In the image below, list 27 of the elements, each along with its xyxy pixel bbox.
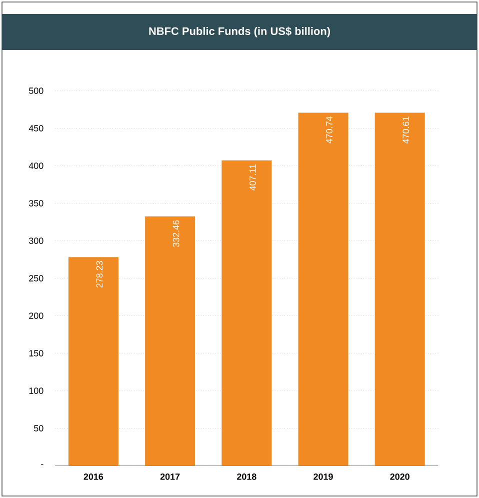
chart-title: NBFC Public Funds (in US$ billion) [149, 26, 330, 38]
bar [222, 160, 272, 466]
y-tick-label: 450 [28, 125, 44, 132]
y-tick-label: 500 [29, 88, 44, 94]
x-tick-label: 2018 [236, 474, 256, 480]
bar [145, 216, 196, 466]
data-label: 407.11 [249, 164, 256, 190]
data-label: 470.74 [326, 116, 332, 144]
data-label: 278.23 [96, 260, 103, 288]
x-tick-label: 2019 [314, 474, 333, 480]
y-tick-label: 50 [34, 425, 44, 432]
y-tick-label: 250 [29, 275, 44, 282]
bar [298, 112, 348, 466]
y-tick-label: 100 [29, 388, 44, 394]
y-tick-label: 200 [29, 312, 44, 319]
y-tick-label: 350 [29, 200, 44, 206]
x-tick-label: 2020 [390, 474, 410, 480]
data-label: 470.61 [402, 116, 410, 144]
x-tick-label: 2017 [160, 474, 180, 480]
data-label: 332.46 [172, 220, 180, 247]
bar [374, 112, 425, 466]
y-tick-label: 400 [28, 162, 44, 169]
bar [68, 257, 118, 466]
x-tick-label: 2016 [84, 474, 104, 480]
y-tick-label: - [41, 464, 44, 466]
y-tick-label: 150 [29, 350, 44, 356]
y-tick-label: 300 [29, 238, 44, 244]
